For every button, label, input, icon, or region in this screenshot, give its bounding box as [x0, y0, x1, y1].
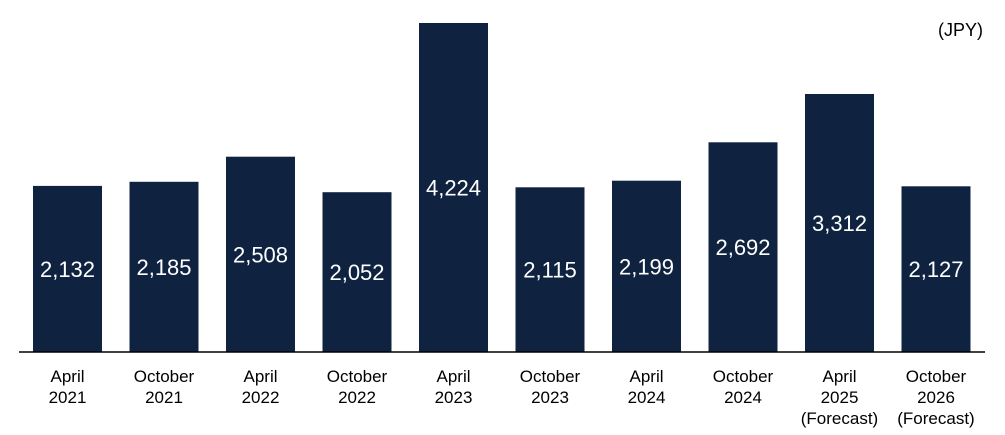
bar-8: [708, 142, 778, 352]
bar-9: [805, 94, 874, 352]
x-tick-label-9: April 2025 (Forecast): [801, 367, 878, 428]
bar-value-label-6: 2,115: [523, 258, 576, 283]
x-tick-label-1: April 2021: [49, 367, 87, 407]
x-tick-label-4: October 2022: [327, 367, 388, 407]
x-tick-label-8: October 2024: [713, 367, 774, 407]
x-tick-label-10: October 2026 (Forecast): [897, 367, 974, 428]
x-tick-label-3: April 2022: [242, 367, 280, 407]
bar-value-label-10: 2,127: [908, 257, 963, 282]
x-tick-label-7: April 2024: [628, 367, 666, 407]
bar-value-label-8: 2,692: [715, 235, 770, 260]
bar-3: [226, 156, 295, 352]
bar-6: [515, 187, 585, 352]
bar-1: [33, 185, 102, 352]
bar-2: [129, 181, 199, 352]
bar-10: [901, 186, 971, 352]
x-tick-label-6: October 2023: [520, 367, 581, 407]
bar-value-label-9: 3,312: [812, 211, 867, 236]
bar-4: [322, 192, 392, 352]
bar-value-label-4: 2,052: [329, 260, 384, 285]
bar-value-label-3: 2,508: [233, 242, 288, 267]
unit-label: (JPY): [938, 20, 983, 40]
bar-value-label-7: 2,199: [619, 254, 674, 279]
x-tick-label-2: October 2021: [134, 367, 195, 407]
bar-value-label-1: 2,132: [40, 257, 95, 282]
bar-value-label-2: 2,185: [136, 255, 191, 280]
x-tick-label-5: April 2023: [435, 367, 473, 407]
bar-5: [419, 23, 488, 352]
bar-value-label-5: 4,224: [426, 176, 481, 201]
bar-7: [612, 180, 681, 352]
